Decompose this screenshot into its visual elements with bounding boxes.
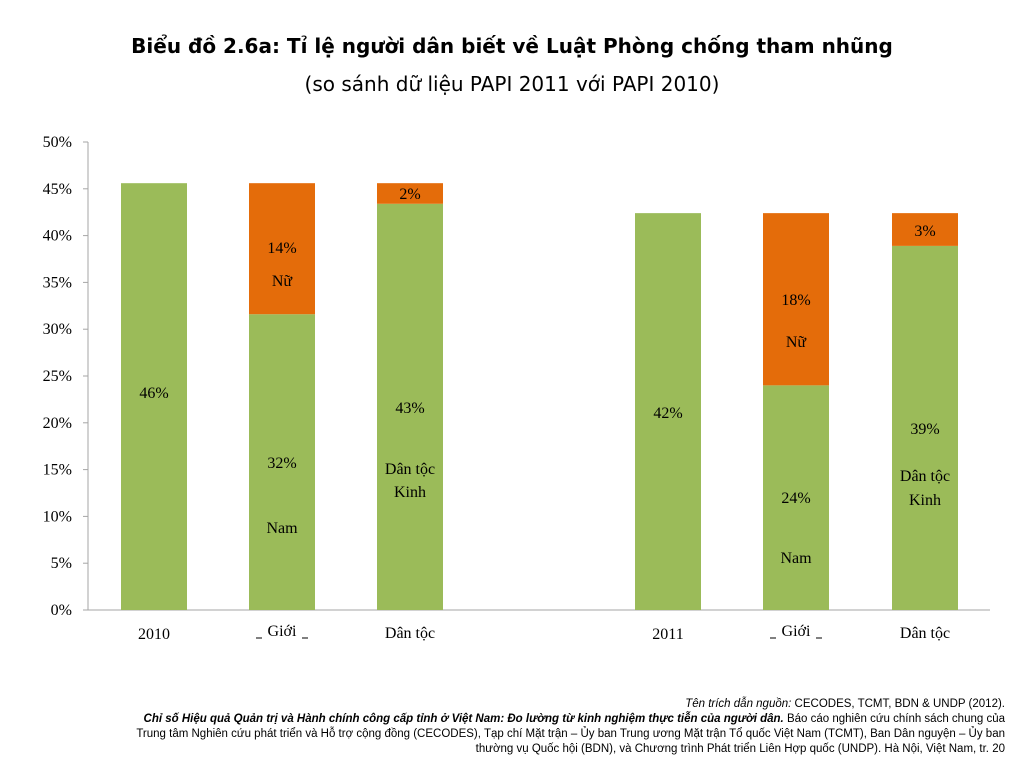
- x-tick-label: Giới: [782, 623, 811, 640]
- chart-subtitle: (so sánh dữ liệu PAPI 2011 với PAPI 2010…: [304, 72, 720, 96]
- y-tick-label: 50%: [43, 134, 72, 151]
- y-tick-label: 20%: [43, 415, 72, 432]
- segment-annotation: Kinh: [909, 492, 941, 509]
- segment-annotation: Dân tộc: [900, 468, 950, 485]
- source-line-1: Tên trích dẫn nguồn: CECODES, TCMT, BDN …: [20, 697, 1005, 712]
- source-report-desc: Báo cáo nghiên cứu chính sách chung của: [783, 713, 1005, 725]
- source-citation: CECODES, TCMT, BDN & UNDP (2012).: [791, 698, 1005, 710]
- x-tick-label: 2011: [652, 626, 683, 643]
- data-label: 18%: [781, 292, 810, 309]
- data-label: 42%: [653, 405, 682, 422]
- bar-segment: [249, 183, 315, 315]
- y-tick-label: 0%: [51, 602, 72, 619]
- bar-segment: [763, 385, 829, 610]
- x-tick-label: Dân tộc: [385, 625, 435, 642]
- bar-segment: [377, 203, 443, 610]
- y-tick-label: 40%: [43, 228, 72, 245]
- segment-annotation: Kinh: [394, 484, 426, 501]
- data-label: 14%: [267, 240, 296, 257]
- source-report-title: Chỉ số Hiệu quả Quản trị và Hành chính c…: [143, 713, 784, 725]
- bar-segment: [121, 183, 187, 610]
- data-label: 43%: [395, 400, 424, 417]
- bar-segment: [377, 183, 443, 204]
- segment-annotation: Nữ: [272, 273, 294, 290]
- source-prefix: Tên trích dẫn nguồn:: [685, 698, 792, 710]
- data-label: 32%: [267, 455, 296, 472]
- x-tick-label: 2010: [138, 626, 170, 643]
- source-line-3: Trung tâm Nghiên cứu phát triển và Hỗ tr…: [136, 728, 1005, 740]
- segment-annotation: Dân tộc: [385, 461, 435, 478]
- segment-annotation: Nam: [780, 550, 812, 567]
- bar-segment: [892, 245, 958, 610]
- data-label: 46%: [139, 385, 168, 402]
- chart-title: Biểu đồ 2.6a: Tỉ lệ người dân biết về Lu…: [131, 34, 893, 58]
- y-tick-label: 15%: [43, 462, 72, 479]
- x-tick-label: Dân tộc: [900, 625, 950, 642]
- source-line-2: Chỉ số Hiệu quả Quản trị và Hành chính c…: [20, 712, 1005, 727]
- bar-segment: [635, 213, 701, 611]
- y-tick-label: 10%: [43, 508, 72, 525]
- y-tick-label: 35%: [43, 274, 72, 291]
- bar-segment: [249, 314, 315, 610]
- segment-annotation: Nữ: [786, 334, 808, 351]
- bar-chart: 0% 5% 10% 15% 20% 25% 30% 35% 40% 45% 50% 46% 32% Nam…: [43, 134, 990, 643]
- bar-segment: [892, 213, 958, 246]
- segment-annotation: Nam: [266, 520, 298, 537]
- y-tick-label: 30%: [43, 321, 72, 338]
- y-tick-label: 45%: [43, 181, 72, 198]
- y-tick-label: 25%: [43, 368, 72, 385]
- x-tick-label: Giới: [268, 623, 297, 640]
- data-label: 2%: [399, 186, 420, 203]
- data-label: 39%: [910, 421, 939, 438]
- y-tick-label: 5%: [51, 555, 72, 572]
- data-label: 24%: [781, 490, 810, 507]
- source-line-4: thường vụ Quốc hội (BDN), và Chương trìn…: [475, 743, 1005, 755]
- bar-segment: [763, 213, 829, 386]
- data-label: 3%: [914, 223, 935, 240]
